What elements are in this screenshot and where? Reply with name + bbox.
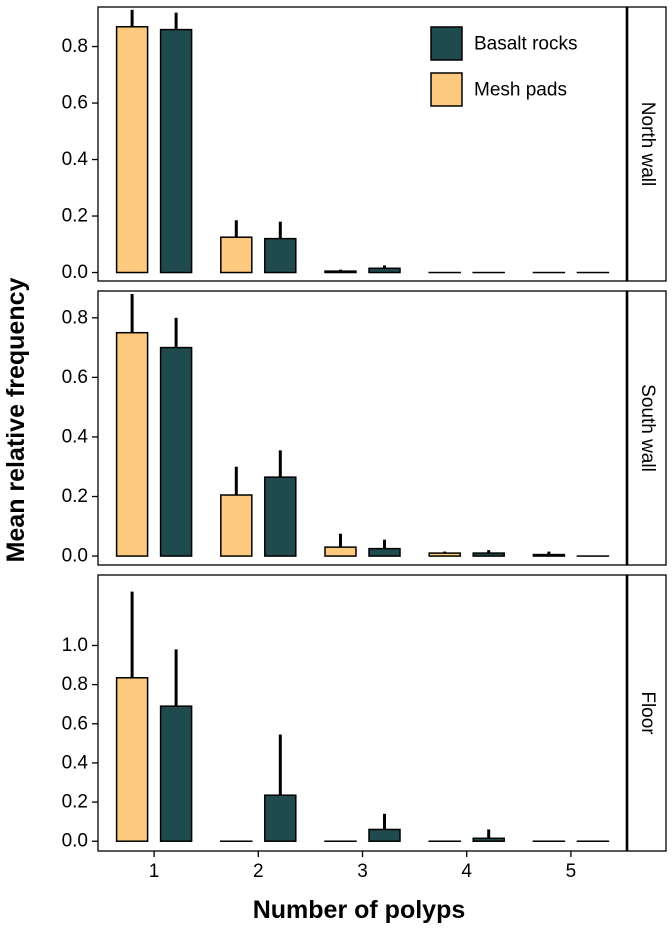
x-tick-label: 4 bbox=[461, 861, 472, 882]
facet-strip bbox=[626, 6, 667, 282]
x-tick-label: 1 bbox=[149, 861, 160, 882]
bar bbox=[159, 346, 193, 557]
bar bbox=[472, 552, 505, 557]
x-tick-label: 5 bbox=[566, 861, 577, 882]
y-tick-label: 0.4 bbox=[62, 752, 89, 773]
bar bbox=[428, 552, 461, 557]
y-tick-label: 0.2 bbox=[62, 486, 88, 507]
bar bbox=[115, 331, 149, 557]
legend-label: Basalt rocks bbox=[474, 34, 577, 55]
bar bbox=[264, 476, 297, 557]
bar bbox=[324, 270, 357, 274]
y-tick-label: 0.8 bbox=[62, 307, 88, 328]
y-tick-label: 0.4 bbox=[62, 149, 89, 170]
y-tick-label: 0.8 bbox=[62, 674, 88, 695]
bar bbox=[264, 794, 297, 842]
bar bbox=[472, 837, 505, 842]
facet-label: South wall bbox=[637, 384, 658, 472]
y-tick-label: 0.6 bbox=[62, 713, 88, 734]
bar bbox=[159, 705, 193, 842]
legend-label: Mesh pads bbox=[474, 80, 567, 101]
bar bbox=[532, 553, 566, 557]
panel-2: Floor 0.0 0.2 0.4 0.6 0.8 1.0 bbox=[62, 574, 667, 852]
bar bbox=[220, 236, 253, 274]
y-axis-title: Mean relative frequency bbox=[2, 277, 30, 562]
y-tick-label: 0.2 bbox=[62, 206, 88, 227]
y-tick-label: 1.0 bbox=[62, 635, 88, 656]
facet-strip bbox=[626, 574, 667, 852]
bar bbox=[368, 828, 401, 842]
legend: Basalt rocks Mesh pads bbox=[430, 26, 577, 107]
y-tick-label: 0.4 bbox=[62, 426, 89, 447]
y-tick-label: 0.0 bbox=[62, 262, 88, 283]
y-tick-label: 0.6 bbox=[62, 93, 88, 114]
facet-strip bbox=[626, 290, 667, 566]
legend-swatch bbox=[430, 72, 463, 107]
bar bbox=[368, 547, 401, 557]
bar bbox=[264, 237, 297, 274]
panel-0: North wall 0.0 0.2 0.4 0.6 0.8 bbox=[62, 6, 667, 283]
panel-1: South wall 0.0 0.2 0.4 0.6 0.8 bbox=[62, 290, 667, 567]
bar bbox=[115, 677, 149, 842]
y-tick-label: 0.8 bbox=[62, 36, 88, 57]
y-tick-label: 0.0 bbox=[62, 546, 88, 567]
bar bbox=[115, 26, 149, 274]
x-tick-label: 3 bbox=[357, 861, 368, 882]
bar bbox=[220, 494, 253, 557]
legend-swatch bbox=[430, 26, 463, 61]
bar bbox=[159, 28, 193, 274]
bar bbox=[324, 546, 357, 557]
bar bbox=[368, 267, 401, 274]
x-axis-title: Number of polyps bbox=[253, 896, 466, 924]
y-tick-label: 0.2 bbox=[62, 792, 88, 813]
panels: North wall 0.0 0.2 0.4 0.6 0.8 South wall 0.0 0.… bbox=[62, 6, 667, 852]
x-tick-label: 2 bbox=[253, 861, 264, 882]
facet-label: North wall bbox=[637, 102, 658, 186]
facet-label: Floor bbox=[637, 691, 658, 735]
y-tick-label: 0.6 bbox=[62, 367, 88, 388]
y-tick-label: 0.0 bbox=[62, 831, 88, 852]
